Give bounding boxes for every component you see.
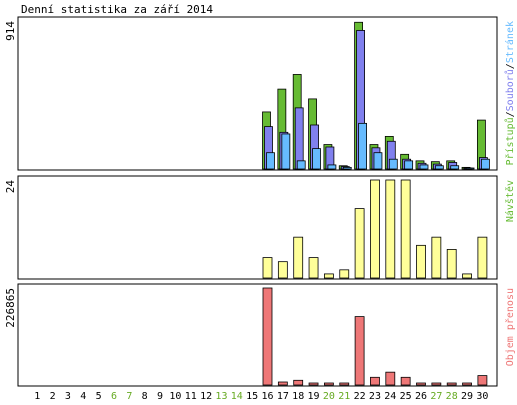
panel-top-frame [17,16,498,171]
legend-segment: Souborů [504,69,516,111]
x-tick-label-day-27: 27 [430,391,442,402]
bar-middle-day-26 [416,244,426,279]
x-tick-label-day-23: 23 [369,391,381,402]
bar-middle-day-30 [477,236,488,279]
panel-bottom-legend: Objem přenosu [504,288,516,366]
x-tick-label-day-26: 26 [415,391,427,402]
x-tick-label-day-13: 13 [215,391,227,402]
bar-bottom-day-22 [354,316,365,386]
bar-middle-day-16 [262,257,273,279]
bar-middle-day-24 [385,179,396,279]
bar-middle-day-20 [323,273,334,279]
bar-middle-day-27 [431,236,442,279]
legend-segment: Stránek [504,21,516,63]
x-tick-label-day-28: 28 [446,391,458,402]
x-tick-label-day-14: 14 [231,391,243,402]
panel-middle-legend: Návštěv [504,180,516,222]
panel-bottom-ymax-label: 226865 [4,288,17,328]
x-tick-label-day-5: 5 [96,391,102,402]
bar-pages-day-20 [327,164,337,170]
x-tick-label-day-6: 6 [111,391,117,402]
bar-pages-day-22 [358,122,368,170]
x-tick-label-day-16: 16 [261,391,273,402]
x-tick-label-day-12: 12 [200,391,212,402]
bar-middle-day-25 [400,179,411,279]
x-tick-label-day-9: 9 [157,391,163,402]
x-tick-label-day-30: 30 [476,391,488,402]
bar-bottom-day-17 [277,381,288,386]
x-tick-label-day-21: 21 [338,391,350,402]
bar-middle-day-17 [277,261,288,279]
x-tick-label-day-17: 17 [277,391,289,402]
bar-bottom-day-29 [462,382,472,386]
panel-top-legend: Přístupů/Souborů/Stránek [504,21,516,166]
legend-segment: / [505,111,516,117]
bar-middle-day-28 [446,249,457,279]
bar-bottom-day-20 [323,382,334,386]
x-tick-label-day-10: 10 [169,391,181,402]
x-tick-label-day-3: 3 [65,391,71,402]
x-tick-label-day-15: 15 [246,391,258,402]
bar-pages-day-24 [388,158,398,170]
x-tick-label-day-20: 20 [323,391,335,402]
bar-bottom-day-23 [370,376,380,386]
bar-pages-day-30 [480,158,490,170]
x-tick-label-day-1: 1 [34,391,40,402]
x-tick-label-day-22: 22 [354,391,366,402]
bar-bottom-day-24 [385,371,396,386]
bar-bottom-day-30 [477,375,488,386]
legend-segment: / [505,63,516,69]
x-tick-label-day-25: 25 [400,391,412,402]
bar-pages-day-19 [312,148,321,170]
bar-pages-day-26 [419,164,429,170]
bar-pages-day-16 [266,152,275,170]
bar-pages-day-27 [434,165,444,170]
x-tick-label-day-8: 8 [142,391,148,402]
bar-bottom-day-21 [339,382,350,386]
x-tick-label-day-18: 18 [292,391,304,402]
bar-middle-day-18 [293,236,304,279]
x-tick-label-day-4: 4 [80,391,86,402]
bar-bottom-day-19 [308,382,319,386]
bar-middle-day-29 [462,273,472,279]
chart-title: Denní statistika za září 2014 [21,3,214,16]
bar-middle-day-22 [354,208,365,279]
panel-bottom-frame [17,283,498,387]
bar-files-day-18 [294,107,304,170]
bar-bottom-day-16 [262,287,273,386]
x-tick-label-day-2: 2 [50,391,56,402]
bar-bottom-day-25 [400,376,411,386]
legend-segment: Přístupů [504,117,516,165]
legend-segment: Návštěv [504,180,516,222]
bar-pages-day-25 [404,160,414,170]
bar-bottom-day-26 [416,382,426,386]
bar-pages-day-18 [296,160,306,170]
x-tick-label-day-24: 24 [384,391,396,402]
legend-segment: Objem přenosu [504,288,516,366]
x-tick-label-day-29: 29 [461,391,473,402]
bar-bottom-day-18 [293,379,304,386]
bar-bottom-day-28 [446,382,457,386]
bar-middle-day-21 [339,269,350,279]
bar-bottom-day-27 [431,382,442,386]
bar-pages-day-17 [281,133,291,170]
x-tick-label-day-19: 19 [308,391,320,402]
x-tick-label-day-11: 11 [185,391,197,402]
bar-middle-day-23 [370,179,380,279]
bar-pages-day-29 [465,167,475,170]
bar-middle-day-19 [308,257,319,279]
bar-pages-day-28 [450,165,460,170]
bar-pages-day-23 [373,152,383,170]
panel-top-ymax-label: 914 [4,21,17,41]
panel-middle-ymax-label: 24 [4,180,17,194]
x-tick-label-day-7: 7 [126,391,132,402]
bar-pages-day-21 [342,166,352,170]
